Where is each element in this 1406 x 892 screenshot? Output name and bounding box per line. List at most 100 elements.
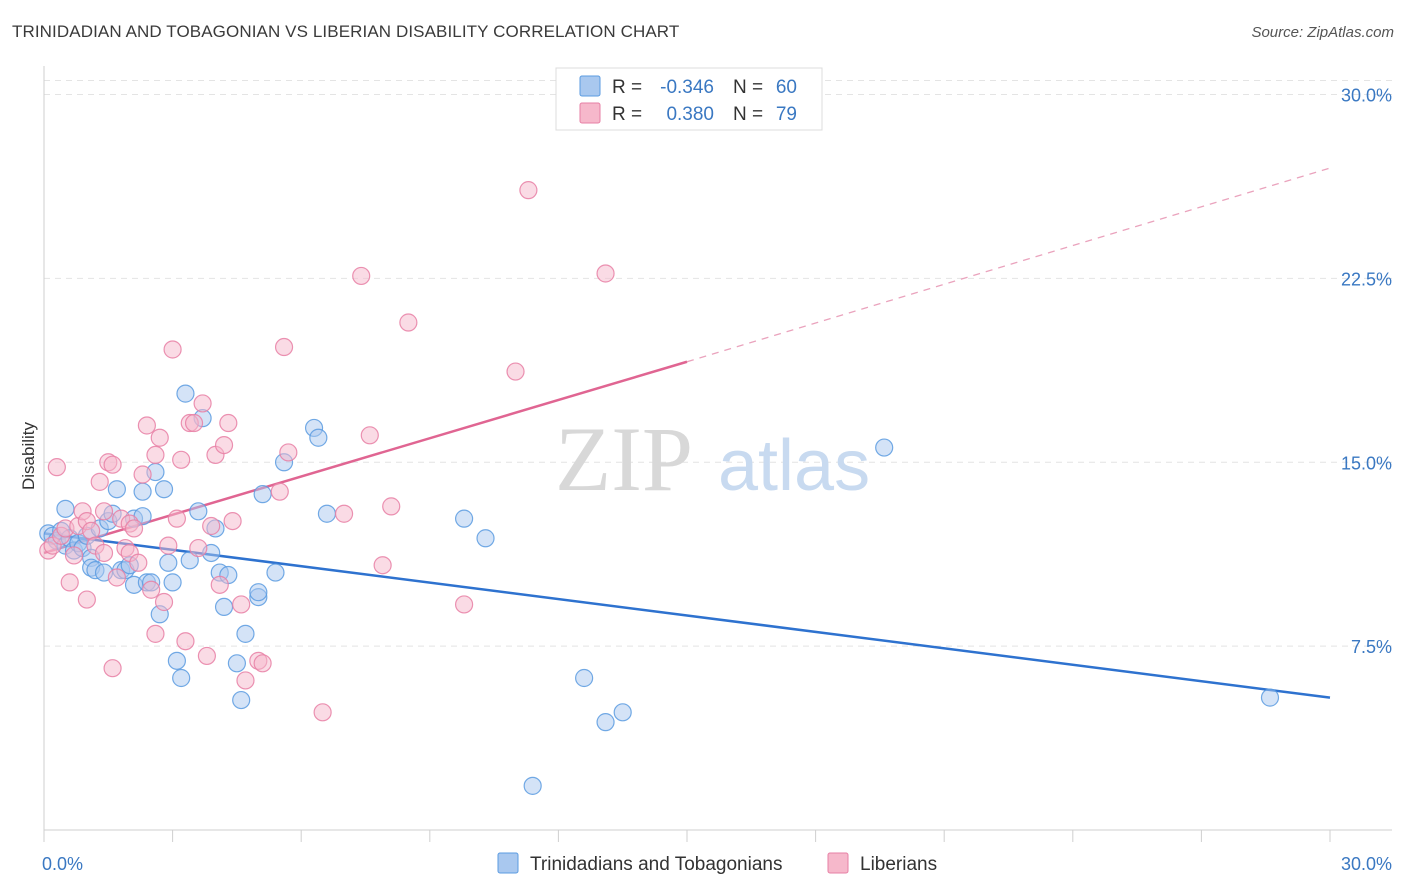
point-liberian — [60, 573, 79, 592]
series-legend-label: Liberians — [860, 854, 937, 875]
point-liberian — [360, 426, 379, 445]
data-points — [39, 181, 1280, 795]
point-liberian — [210, 575, 229, 594]
point-liberian — [596, 264, 615, 283]
point-liberian — [154, 592, 174, 612]
point-liberian — [103, 659, 122, 678]
grid-lines — [44, 80, 1392, 647]
point-liberian — [163, 340, 182, 359]
point-liberian — [146, 624, 165, 643]
point-liberian — [274, 337, 294, 357]
point-trinidadian — [575, 668, 594, 688]
legend-n-label: N = — [733, 104, 763, 125]
point-liberian — [176, 632, 195, 651]
trend-line-liberian-extension — [686, 167, 1331, 363]
point-trinidadian — [875, 438, 894, 457]
y-tick-label: 22.5% — [1341, 269, 1392, 289]
point-liberian — [232, 595, 251, 614]
point-liberian — [124, 519, 144, 538]
point-trinidadian — [249, 583, 268, 602]
point-trinidadian — [172, 668, 191, 688]
point-trinidadian — [309, 428, 328, 447]
point-trinidadian — [214, 597, 234, 617]
point-liberian — [382, 497, 401, 516]
legend-r-label: R = — [612, 104, 642, 125]
point-trinidadian — [596, 713, 615, 732]
trend-line-trinidadian — [43, 532, 1331, 699]
point-trinidadian — [232, 690, 251, 710]
point-liberian — [107, 568, 126, 587]
point-liberian — [189, 538, 208, 558]
watermark: ZIP atlas — [555, 408, 870, 510]
point-trinidadian — [227, 654, 246, 673]
point-liberian — [47, 458, 66, 477]
x-tick-labels: 0.0% 30.0% — [42, 854, 1392, 874]
y-axis-label: Disability — [19, 421, 38, 490]
legend-n-value: 79 — [776, 104, 797, 125]
point-trinidadian — [1260, 688, 1280, 707]
point-liberian — [399, 313, 418, 332]
point-liberian — [519, 181, 538, 200]
legend-swatch — [579, 102, 601, 124]
point-liberian — [103, 455, 122, 474]
point-trinidadian — [189, 502, 208, 521]
point-trinidadian — [266, 563, 285, 582]
axes — [43, 66, 1392, 842]
point-trinidadian — [159, 553, 178, 572]
series-legend-swatch — [827, 852, 849, 874]
x-tick-label: 30.0% — [1341, 854, 1392, 874]
point-liberian — [184, 413, 204, 433]
point-liberian — [142, 580, 161, 599]
point-liberian — [150, 428, 169, 447]
point-trinidadian — [613, 703, 632, 722]
legend-swatch — [579, 75, 601, 97]
point-trinidadian — [523, 776, 542, 795]
legend-r-value: -0.346 — [660, 77, 714, 98]
point-liberian — [197, 646, 216, 666]
chart-title: TRINIDADIAN AND TOBAGONIAN VS LIBERIAN D… — [12, 22, 680, 41]
point-trinidadian — [476, 529, 495, 548]
trend-line-liberian — [43, 360, 688, 555]
point-liberian — [64, 546, 84, 565]
point-liberian — [313, 703, 332, 722]
point-liberian — [172, 450, 191, 469]
y-tick-label: 30.0% — [1341, 86, 1392, 106]
point-trinidadian — [154, 480, 174, 499]
point-liberian — [202, 516, 221, 536]
point-liberian — [454, 595, 474, 614]
point-trinidadian — [167, 651, 186, 670]
legend-r-value: 0.380 — [666, 104, 714, 125]
point-liberian — [214, 435, 234, 455]
source-credit: Source: ZipAtlas.com — [1251, 24, 1394, 41]
legend-r-label: R = — [612, 77, 642, 98]
point-trinidadian — [107, 480, 126, 499]
series-legend-label: Trinidadians and Tobagonians — [530, 854, 782, 875]
x-tick-label: 0.0% — [42, 854, 83, 874]
point-liberian — [193, 394, 212, 413]
point-trinidadian — [133, 482, 152, 501]
correlation-legend: R = -0.346 N = 60 R = 0.380 N = 79 — [555, 67, 823, 131]
point-trinidadian — [56, 499, 75, 518]
point-trinidadian — [163, 573, 182, 592]
point-liberian — [373, 556, 392, 575]
legend-n-label: N = — [733, 77, 763, 98]
point-liberian — [506, 362, 525, 381]
point-liberian — [94, 502, 114, 521]
point-trinidadian — [176, 384, 195, 403]
watermark-atlas: atlas — [718, 426, 870, 506]
watermark-zip: ZIP — [555, 408, 693, 510]
point-trinidadian — [253, 485, 272, 504]
point-liberian — [77, 590, 96, 609]
trend-lines — [43, 167, 1331, 699]
point-trinidadian — [454, 509, 474, 528]
legend-n-value: 60 — [776, 77, 797, 98]
point-trinidadian — [317, 504, 337, 523]
point-liberian — [94, 543, 114, 563]
series-legend: Trinidadians and Tobagonians Liberians — [497, 852, 937, 875]
point-liberian — [219, 413, 238, 433]
point-trinidadian — [236, 624, 255, 643]
point-liberian — [253, 654, 272, 673]
point-liberian — [129, 553, 148, 572]
point-liberian — [90, 472, 109, 491]
